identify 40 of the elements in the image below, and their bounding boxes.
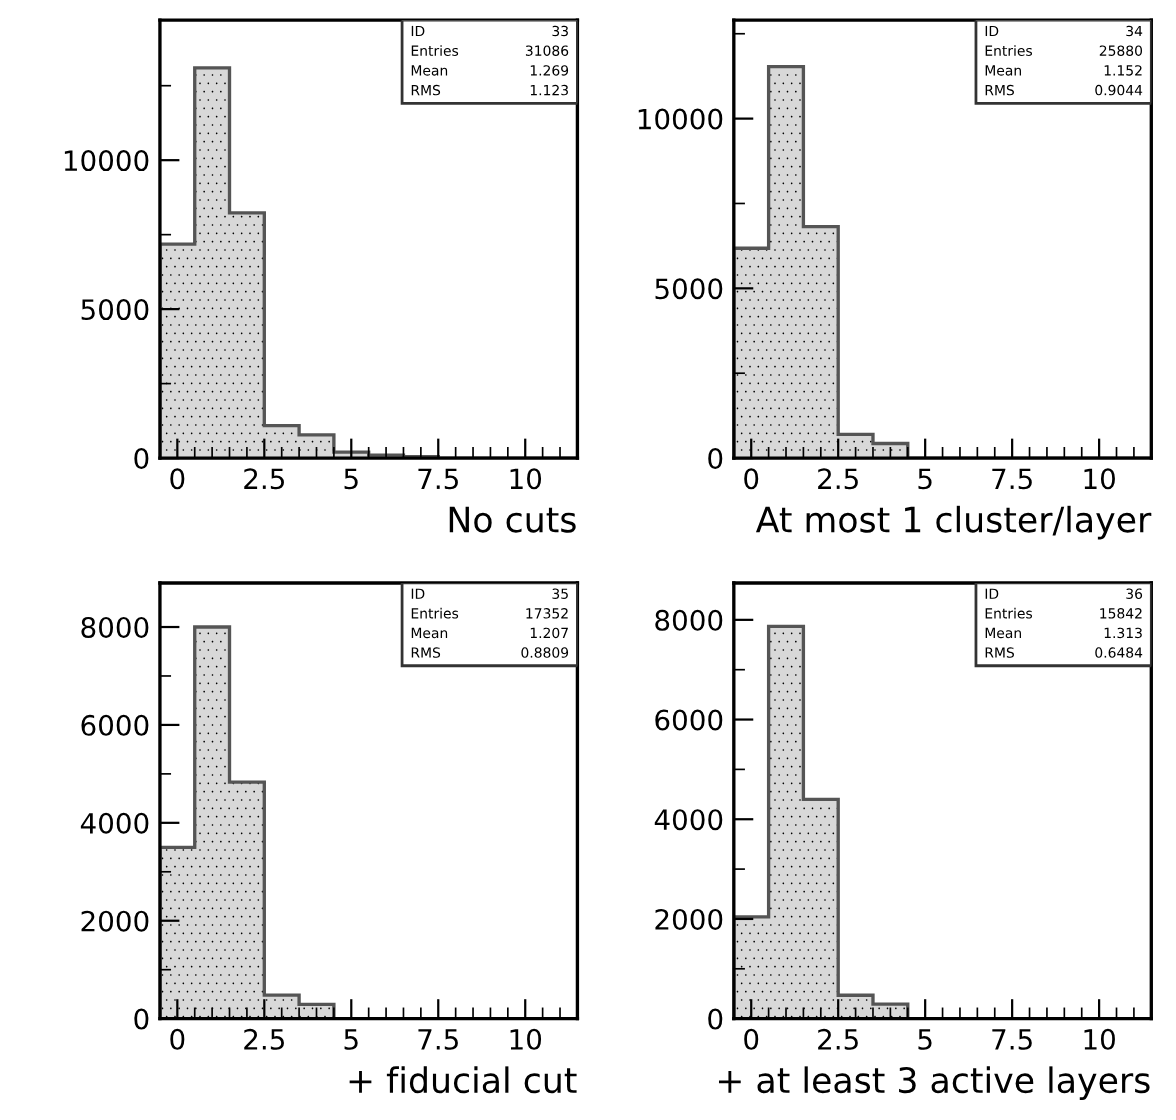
y-tick-label: 0 — [134, 448, 149, 470]
y-tick-label: 0 — [134, 1008, 149, 1030]
x-tick-label: 0 — [170, 1028, 185, 1050]
x-tick-label: 5 — [344, 1029, 358, 1050]
y-tick-label: 0 — [708, 1008, 723, 1030]
x-axis-title: + at least 3 active layers — [718, 1066, 1150, 1100]
x-tick-label: 2.5 — [818, 468, 858, 490]
x-tick-label: 10 — [510, 1028, 542, 1050]
x-tick-label: 5 — [918, 468, 932, 490]
x-tick-label: 10 — [1084, 1028, 1115, 1050]
x-tick-label: 10 — [1084, 468, 1115, 490]
x-tick-label: 7.5 — [992, 1029, 1032, 1050]
y-tick-label: 4000 — [654, 809, 723, 831]
x-tick-label: 10 — [510, 468, 542, 490]
x-tick-label: 0 — [170, 468, 185, 490]
x-tick-label: 2.5 — [244, 1028, 284, 1050]
y-tick-label: 6000 — [81, 714, 149, 736]
y-tick-label: 2000 — [81, 910, 149, 932]
y-tick-label: 8000 — [655, 609, 723, 631]
x-axis-title: + fiducial cut — [349, 1066, 577, 1094]
y-tick-label: 5000 — [655, 278, 723, 300]
y-tick-label: 0 — [708, 448, 723, 470]
x-tick-label: 5 — [918, 1029, 932, 1050]
y-tick-label: 4000 — [80, 812, 149, 834]
x-tick-label: 7.5 — [992, 468, 1032, 490]
x-axis-title: At most 1 cluster/layer — [755, 505, 1152, 540]
y-tick-label: 8000 — [81, 616, 149, 638]
y-tick-label: 10000 — [638, 108, 723, 130]
x-tick-label: 7.5 — [418, 1029, 458, 1050]
x-tick-label: 2.5 — [244, 468, 284, 490]
x-axis-title: No cuts — [449, 506, 576, 533]
x-tick-label: 5 — [344, 468, 358, 490]
x-tick-label: 0 — [744, 468, 759, 490]
x-tick-label: 0 — [744, 1028, 759, 1050]
y-tick-label: 5000 — [81, 299, 149, 321]
y-tick-label: 2000 — [655, 908, 723, 930]
x-tick-label: 2.5 — [818, 1028, 858, 1050]
y-tick-label: 6000 — [655, 709, 723, 731]
y-tick-label: 10000 — [64, 150, 149, 172]
x-tick-label: 7.5 — [418, 468, 458, 490]
